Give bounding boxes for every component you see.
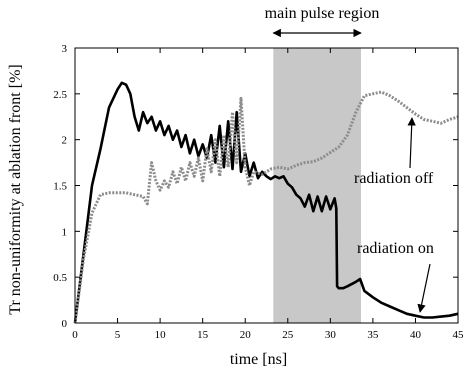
x-tick-label: 0 [72,329,78,341]
y-tick-label: 2 [62,135,68,147]
x-tick-label: 35 [367,329,379,341]
y-tick-label: 1 [62,226,68,238]
main-pulse-region-label: main pulse region [265,5,380,22]
x-tick-label: 40 [410,329,422,341]
x-tick-label: 10 [155,329,167,341]
radiation-on-arrow [417,263,431,313]
x-tick-label: 25 [282,329,294,341]
x-tick-label: 30 [325,329,337,341]
y-tick-label: 0.5 [53,272,67,284]
y-axis-label: Tr non-uniformity at ablation front [%] [7,64,24,314]
x-tick-label: 5 [115,329,121,341]
series-line-radiation-off [73,90,459,324]
y-tick-label: 0 [62,318,68,330]
radiation-off-label: radiation off [354,170,434,187]
x-tick-label: 15 [197,329,209,341]
radiation-on-label: radiation on [357,240,434,257]
main-pulse-shaded-region [273,48,361,323]
x-tick-label: 20 [240,329,252,341]
y-tick-label: 1.5 [53,181,67,193]
y-tick-label: 3 [62,43,68,55]
x-tick-label: 45 [453,329,465,341]
x-axis-label: time [ns] [230,351,287,368]
y-tick-label: 2.5 [53,89,67,101]
series-line-radiation-on [73,81,459,324]
radiation-off-arrow [407,117,416,169]
